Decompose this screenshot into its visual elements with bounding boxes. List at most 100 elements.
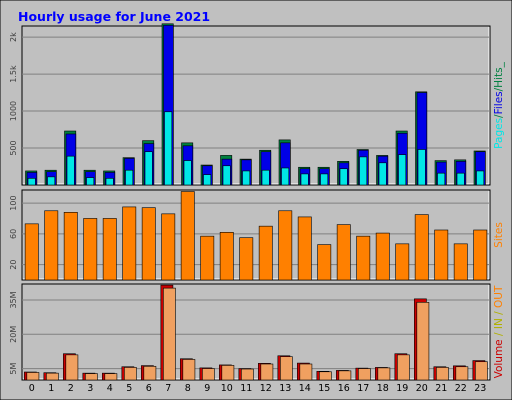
sites-legend: Sites (493, 222, 505, 248)
in-bar (202, 368, 215, 381)
in-bar (436, 367, 449, 381)
y-tick-label: 500 (9, 140, 18, 155)
legend-part: / (493, 329, 505, 339)
pages-bar (476, 170, 485, 186)
sites-bar (375, 232, 390, 281)
pages-bar (437, 172, 446, 186)
pages-bar (398, 154, 407, 186)
in-bar (221, 365, 235, 381)
sites-bar (83, 218, 98, 281)
x-tick-label: 3 (87, 383, 93, 394)
pages-bar (359, 156, 368, 186)
y-tick-label: 1.5k (9, 65, 18, 83)
in-bar (377, 367, 391, 381)
x-tick-label: 17 (357, 383, 369, 394)
pages-bar (164, 111, 173, 186)
sites-bar (24, 223, 39, 281)
sites-bar (161, 213, 176, 281)
chart-title: Hourly usage for June 2021 (18, 9, 210, 24)
legend-part: Volume (493, 339, 505, 378)
sites-bar (219, 232, 234, 281)
sites-bar (414, 214, 429, 281)
sites-bar (63, 212, 78, 281)
in-bar (182, 359, 196, 381)
sites-bar (297, 216, 312, 281)
in-bar (280, 356, 293, 381)
pages-bar (105, 178, 114, 186)
x-tick-label: 1 (48, 383, 54, 394)
in-bar (46, 372, 59, 381)
x-tick-label: 2 (68, 383, 74, 394)
in-bar (143, 365, 157, 381)
sites-bar (317, 244, 332, 281)
in-bar (26, 372, 40, 381)
sites-bar (44, 210, 59, 281)
pages-bar (456, 172, 465, 186)
in-bar (416, 301, 430, 381)
pages-bar (125, 169, 134, 186)
y-tick-label: 20M (9, 326, 18, 343)
in-bar (85, 373, 98, 381)
x-tick-label: 8 (185, 383, 191, 394)
legend-part: Pages (493, 118, 505, 149)
pages-bar (281, 167, 290, 186)
x-tick-label: 7 (165, 383, 171, 394)
hits-files-pages-legend: Pages/Files/Hits_ (493, 61, 505, 148)
sites-bar (395, 243, 410, 281)
in-bar (241, 368, 254, 381)
in-bar (475, 361, 488, 381)
legend-part: / (493, 308, 505, 318)
in-bar (65, 354, 79, 381)
y-tick-label: 60 (9, 229, 18, 239)
sites-panel: 20 60 100 Sites (9, 189, 505, 281)
x-tick-label: 0 (29, 383, 35, 394)
sites-bar (200, 235, 215, 281)
sites-bar (453, 243, 468, 281)
x-tick-label: 14 (299, 383, 311, 394)
x-tick-label: 6 (146, 383, 152, 394)
pages-bar (417, 149, 426, 186)
pages-bar (27, 178, 36, 186)
pages-bar (66, 155, 75, 186)
pages-bar (47, 176, 56, 186)
legend-part: Sites (493, 222, 505, 248)
legend-part: IN (493, 318, 505, 329)
in-bar (358, 368, 371, 381)
sites-bar (122, 206, 137, 281)
pages-bar (86, 177, 95, 186)
y-tick-label: 5M (9, 362, 18, 374)
x-tick-label: 9 (204, 383, 210, 394)
sites-bar (356, 235, 371, 281)
volume-legend: Volume / IN / OUT (493, 285, 505, 378)
in-bar (319, 371, 332, 381)
pages-bar (320, 173, 329, 186)
x-tick-label: 13 (279, 383, 291, 394)
sites-bar (336, 224, 351, 281)
hits-files-pages-plot-area (21, 25, 491, 186)
pages-bar (222, 165, 231, 186)
pages-bar (261, 169, 270, 186)
sites-bar (180, 191, 195, 281)
sites-bar (278, 210, 293, 281)
y-tick-label: 2k (9, 32, 18, 42)
legend-part: Files (493, 91, 505, 114)
pages-bar (242, 170, 251, 186)
pages-bar (203, 174, 212, 186)
pages-bar (378, 162, 387, 186)
x-tick-label: 4 (107, 383, 113, 394)
legend-part: Hits_ (493, 61, 505, 87)
sites-bar (258, 225, 273, 281)
in-bar (299, 363, 313, 381)
y-tick-label: 20 (9, 260, 18, 270)
sites-bar (239, 237, 254, 281)
sites-bar (141, 207, 156, 281)
sites-bar (434, 229, 449, 281)
pages-bar (339, 168, 348, 186)
x-tick-label: 15 (318, 383, 330, 394)
in-bar (124, 367, 137, 381)
legend-part: / (493, 87, 505, 91)
in-bar (104, 373, 118, 381)
x-tick-label: 18 (377, 383, 389, 394)
x-tick-label: 11 (240, 383, 252, 394)
